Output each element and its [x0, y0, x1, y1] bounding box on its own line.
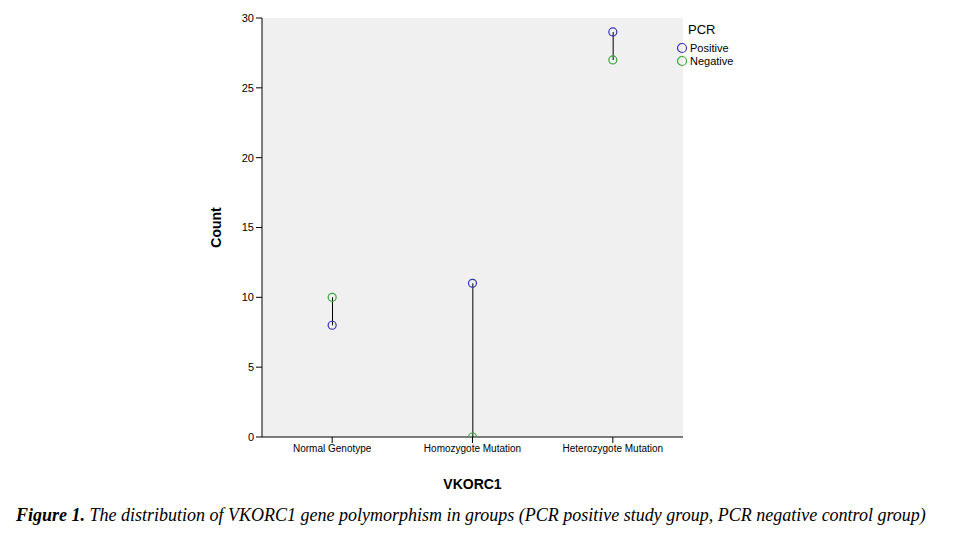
html-text:PCR: PCR [688, 22, 716, 37]
svg-text:Normal Genotype: Normal Genotype [293, 443, 372, 454]
svg-text:30: 30 [242, 12, 254, 24]
svg-text:VKORC1: VKORC1 [443, 476, 502, 492]
svg-text:25: 25 [242, 82, 254, 94]
html-text:Figure 1. The distribution of: Figure 1. The distribution of VKORC1 gen… [16, 505, 926, 525]
svg-text:5: 5 [248, 361, 254, 373]
html-text:Negative: Negative [690, 54, 734, 67]
svg-text:10: 10 [242, 291, 254, 303]
html-text:Positive: Positive [690, 41, 729, 54]
svg-text:0: 0 [248, 431, 254, 443]
svg-text:Heterozygote Mutation: Heterozygote Mutation [563, 443, 664, 454]
svg-text:Homozygote Mutation: Homozygote Mutation [424, 443, 521, 454]
svg-text:20: 20 [242, 152, 254, 164]
svg-text:15: 15 [242, 221, 254, 233]
svg-text:Count: Count [208, 207, 224, 248]
